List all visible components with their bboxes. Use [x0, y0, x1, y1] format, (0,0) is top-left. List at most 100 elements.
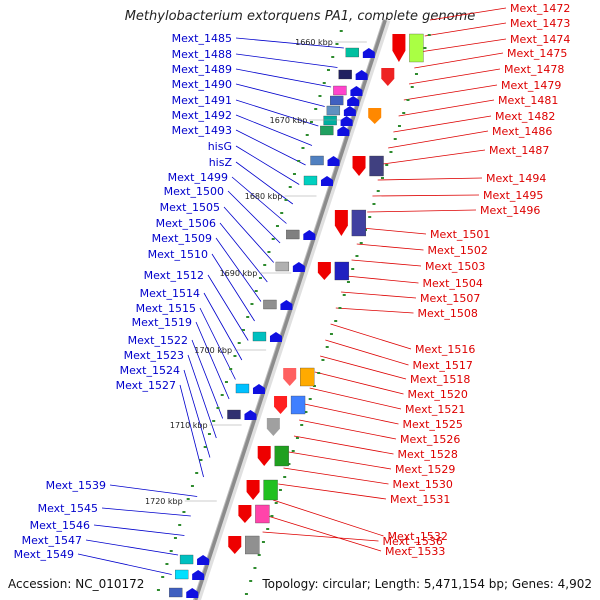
- leader-line-right: [330, 323, 412, 350]
- gene-arrow: [197, 555, 210, 565]
- tick-dot-left: [271, 238, 275, 240]
- tick-dot-left: [195, 472, 199, 474]
- gene-arrow: [192, 570, 205, 580]
- gene-label-right: Mext_1530: [393, 478, 453, 491]
- leader-line-right: [272, 499, 384, 537]
- gene-block: [263, 299, 277, 310]
- gene-label-left: Mext_1522: [128, 334, 188, 347]
- tick-dot-right: [295, 437, 299, 439]
- gene-block: [326, 105, 341, 116]
- gene-label-right: Mext_1473: [510, 17, 570, 30]
- tick-dot-right: [283, 476, 287, 478]
- leader-line-right: [356, 243, 424, 251]
- label-leader-lines: [77, 7, 507, 575]
- leader-line-right: [299, 419, 397, 440]
- tick-dot-left: [301, 147, 305, 149]
- gene-label-right: Mext_1518: [410, 373, 470, 386]
- gene-block: [169, 587, 183, 598]
- kbp-tick-label: 1720 kbp: [145, 497, 183, 506]
- leader-line-left: [85, 539, 179, 556]
- gene-block: [351, 209, 367, 237]
- leader-line-right: [367, 209, 477, 213]
- tick-dot-left: [275, 225, 279, 227]
- leader-line-left: [195, 321, 230, 400]
- leader-line-left: [235, 161, 294, 205]
- leader-line-left: [211, 253, 255, 322]
- leader-line-right: [335, 307, 414, 314]
- gene-label-right: Mext_1496: [480, 204, 540, 217]
- gene-label-right: Mext_1481: [498, 94, 558, 107]
- tick-dot-left: [318, 95, 322, 97]
- gene-label-left: Mext_1488: [172, 48, 232, 61]
- gene-label-left: Mext_1500: [164, 185, 224, 198]
- gene-label-right: Mext_1504: [423, 277, 483, 290]
- gene-arrow: [303, 230, 316, 240]
- leader-line-left: [203, 292, 243, 361]
- gene-label-right: Mext_1526: [400, 433, 460, 446]
- gene-features: [169, 33, 424, 598]
- gene-label-left: Mext_1545: [38, 502, 98, 515]
- gene-arrow: [257, 446, 271, 466]
- kbp-tick-label: 1710 kbp: [170, 421, 208, 430]
- gene-arrow: [269, 332, 282, 342]
- leader-line-left: [235, 145, 300, 185]
- kbp-scale: 1660 kbp 1670 kbp 1680 kbp 1690 kbp 1700 kbp…: [145, 38, 367, 506]
- gene-arrow: [368, 108, 382, 124]
- gene-label-right: Mext_1516: [415, 343, 475, 356]
- leader-line-left: [219, 222, 268, 283]
- tick-dots: [156, 30, 431, 595]
- leader-line-right: [314, 371, 404, 395]
- gene-label-right: Mext_1478: [504, 63, 564, 76]
- gene-label-left: Mext_1505: [160, 201, 220, 214]
- tick-dot-left: [326, 69, 330, 71]
- leader-line-right: [409, 68, 501, 85]
- leader-line-right: [403, 84, 498, 101]
- tick-dot-right: [244, 593, 248, 595]
- gene-label-left: Mext_1492: [172, 109, 232, 122]
- leader-line-right: [346, 275, 419, 284]
- leader-line-left: [231, 176, 287, 224]
- gene-label-left: Mext_1519: [132, 316, 192, 329]
- gene-label-left: Mext_1546: [30, 519, 90, 532]
- kbp-tick-label: 1690 kbp: [220, 269, 258, 278]
- tick-dot-right: [270, 515, 274, 517]
- tick-dot-right: [308, 398, 312, 400]
- tick-dot-left: [254, 290, 258, 292]
- gene-label-right: Mext_1507: [420, 292, 480, 305]
- tick-dot-right: [266, 528, 270, 530]
- gene-arrow: [343, 106, 356, 116]
- gene-block: [303, 175, 318, 186]
- accession-text: Accession: NC_010172: [8, 577, 145, 591]
- tick-dot-right: [372, 203, 376, 205]
- leader-line-right: [262, 531, 379, 542]
- gene-arrow: [392, 34, 406, 62]
- tick-dot-right: [389, 151, 393, 153]
- tick-dot-right: [304, 411, 308, 413]
- tick-dot-right: [253, 567, 257, 569]
- gene-arrow: [266, 418, 280, 436]
- tick-dot-right: [257, 554, 261, 556]
- leader-line-right: [419, 38, 507, 53]
- topology-text: Topology: circular; Length: 5,471,154 bp…: [262, 577, 592, 591]
- gene-label-left: hisZ: [209, 156, 233, 169]
- tick-dot-right: [380, 177, 384, 179]
- tick-dot-right: [312, 385, 316, 387]
- gene-arrow: [381, 68, 395, 86]
- leader-line-right: [320, 355, 407, 380]
- tick-dot-right: [334, 320, 338, 322]
- leader-line-left: [235, 114, 313, 146]
- tick-dot-left: [241, 329, 245, 331]
- tick-dot-left: [339, 30, 343, 32]
- tick-dot-left: [309, 121, 313, 123]
- gene-arrow: [244, 410, 257, 420]
- gene-block: [300, 367, 315, 387]
- leader-line-left: [235, 37, 344, 49]
- leader-line-left: [215, 237, 262, 302]
- leader-line-right: [377, 177, 483, 181]
- tick-dot-left: [305, 134, 309, 136]
- tick-dot-right: [300, 424, 304, 426]
- leader-line-right: [325, 339, 409, 366]
- tick-dot-left: [173, 537, 177, 539]
- leader-line-right: [351, 259, 422, 267]
- gene-label-left: Mext_1489: [172, 63, 232, 76]
